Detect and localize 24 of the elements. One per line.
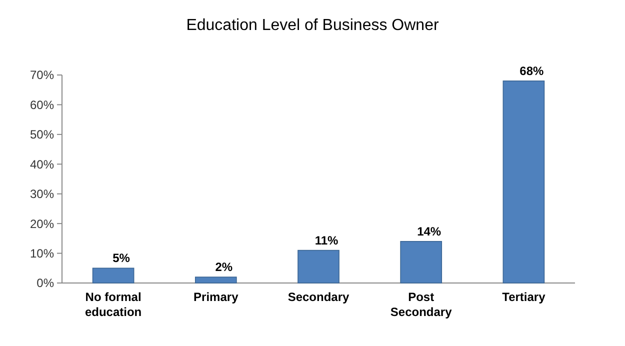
data-label: 5% — [112, 251, 130, 266]
y-tick-label: 60% — [30, 98, 54, 112]
y-tick-label: 40% — [30, 157, 54, 172]
data-label: 14% — [417, 224, 442, 238]
y-tick-label: 20% — [30, 216, 54, 231]
y-tick-label: 30% — [30, 187, 54, 202]
chart-title: Education Level of Business Owner — [186, 17, 440, 34]
data-label: 68% — [520, 64, 544, 78]
y-tick-label: 10% — [30, 246, 54, 260]
y-tick-label: 0% — [36, 276, 54, 290]
x-tick-label: No formal education — [84, 290, 142, 319]
bar — [298, 250, 340, 284]
bar — [92, 268, 134, 284]
data-label: 2% — [215, 260, 233, 274]
bar — [194, 276, 237, 284]
x-tick-label: Primary — [194, 290, 239, 304]
bar — [502, 80, 545, 284]
x-tick-label: Tertiary — [502, 290, 546, 304]
y-tick-label: 50% — [30, 128, 54, 142]
x-tick-label: Secondary — [288, 290, 350, 304]
y-tick-label: 70% — [30, 68, 54, 82]
data-label: 11% — [314, 233, 339, 248]
x-tick-label: Post Secondary — [390, 290, 452, 319]
bar — [400, 241, 442, 284]
